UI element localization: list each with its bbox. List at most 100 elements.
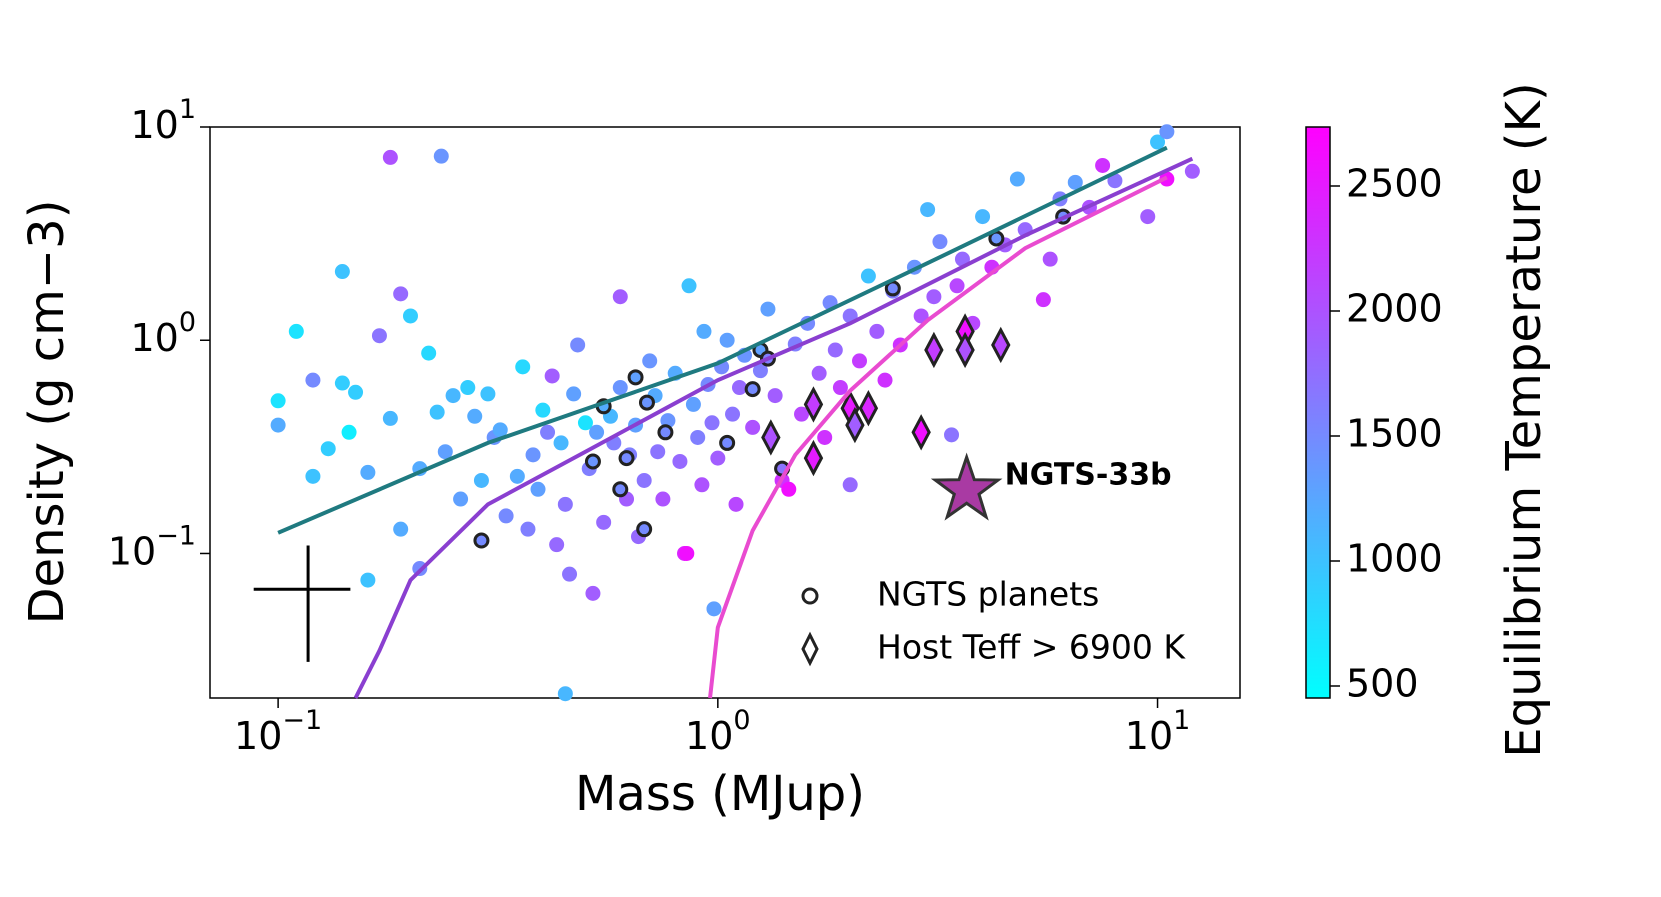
diamond-point (911, 414, 931, 451)
scatter-point (557, 686, 573, 702)
x-axis-label: Mass (MJup) (575, 766, 865, 822)
scatter-point (562, 566, 578, 582)
colorbar (1305, 126, 1331, 699)
scatter-point (636, 472, 652, 488)
legend-label: NGTS planets (877, 575, 1099, 614)
scatter-point (852, 353, 868, 369)
colorbar-tick-label: 2500 (1346, 162, 1443, 206)
scatter-point (842, 477, 858, 493)
y-tick-label: 100 (130, 307, 196, 360)
scatter-point (731, 380, 747, 396)
scatter-point (655, 491, 671, 507)
diamond-point (991, 326, 1011, 364)
scatter-point (752, 363, 768, 379)
scatter-point (704, 415, 720, 431)
scatter-point (1140, 209, 1156, 225)
scatter-point (660, 413, 676, 429)
scatter-point (627, 369, 644, 386)
scatter-point (480, 386, 496, 402)
scatter-point (685, 396, 701, 412)
scatter-point (1184, 163, 1200, 179)
scatter-point (913, 308, 929, 324)
scatter-point (467, 408, 483, 424)
diamond-point (803, 386, 824, 423)
diamond-point (955, 331, 975, 369)
scatter-point (1035, 292, 1051, 308)
scatter-point (360, 572, 376, 588)
scatter-point (460, 380, 476, 396)
scatter-point (525, 447, 541, 463)
scatter-point (585, 585, 601, 601)
scatter-point (1107, 173, 1123, 189)
colorbar-label: Equilibrium Temperature (K) (1496, 82, 1552, 757)
scatter-point (832, 380, 848, 396)
scatter-point (1150, 134, 1166, 150)
scatter-point (421, 345, 437, 361)
scatter-point (657, 424, 674, 441)
scatter-point (577, 415, 593, 431)
scatter-point (636, 521, 653, 538)
scatter-point (584, 453, 601, 470)
colorbar-tick-label: 2000 (1346, 287, 1443, 331)
scatter-point (932, 234, 948, 250)
scatter-point (305, 372, 321, 388)
highlight-star (930, 452, 1003, 521)
scatter-point (566, 386, 582, 402)
scatter-point (270, 417, 286, 433)
scatter-point (694, 477, 710, 493)
scatter-point (706, 601, 722, 617)
diamond-point (845, 406, 865, 444)
model-curve (277, 145, 1168, 535)
diamond-point (858, 390, 879, 427)
scatter-point (473, 532, 490, 549)
scatter-point (869, 323, 885, 339)
legend-marker (801, 631, 819, 667)
scatter-point (612, 481, 629, 498)
legend-marker (801, 587, 819, 605)
scatter-point (719, 332, 735, 348)
x-tick-label: 100 (685, 705, 751, 758)
scatter-point (492, 422, 508, 438)
scatter-point (679, 545, 695, 561)
scatter-point (437, 444, 453, 460)
colorbar-tick-label: 500 (1346, 662, 1419, 706)
x-tick-label: 10−1 (234, 705, 322, 758)
scatter-point (371, 328, 387, 344)
scatter-point (549, 537, 565, 553)
scatter-point (341, 424, 357, 440)
scatter-point (589, 424, 605, 440)
scatter-point (530, 481, 546, 497)
scatter-point (672, 453, 688, 469)
scatter-point (725, 406, 741, 422)
scatter-point (745, 419, 761, 435)
y-tick-label: 101 (130, 94, 196, 147)
scatter-point (719, 434, 736, 451)
scatter-point (515, 359, 531, 375)
scatter-point (949, 278, 965, 294)
scatter-point (767, 388, 783, 404)
scatter-point (975, 209, 991, 225)
scatter-point (473, 472, 489, 488)
diamond-point (761, 419, 781, 456)
scatter-point (544, 368, 560, 384)
scatter-point (612, 380, 628, 396)
scatter-point (402, 308, 418, 324)
scatter-point (520, 521, 536, 537)
highlight-label: NGTS-33b (1005, 458, 1172, 493)
scatter-point (1009, 171, 1025, 187)
scatter-point (827, 342, 843, 358)
x-tick-label: 101 (1125, 705, 1191, 758)
scatter-point (382, 410, 398, 426)
scatter-point (638, 394, 655, 411)
scatter-point (509, 468, 525, 484)
scatter-point (348, 384, 364, 400)
scatter-point (429, 404, 445, 420)
scatter-point (926, 289, 942, 305)
diamond-point (803, 439, 824, 477)
scatter-point (382, 149, 398, 165)
legend-label: Host Teff > 6900 K (877, 628, 1186, 667)
plot-area (270, 124, 1200, 702)
scatter-point (760, 301, 776, 317)
scatter-point (320, 441, 336, 457)
